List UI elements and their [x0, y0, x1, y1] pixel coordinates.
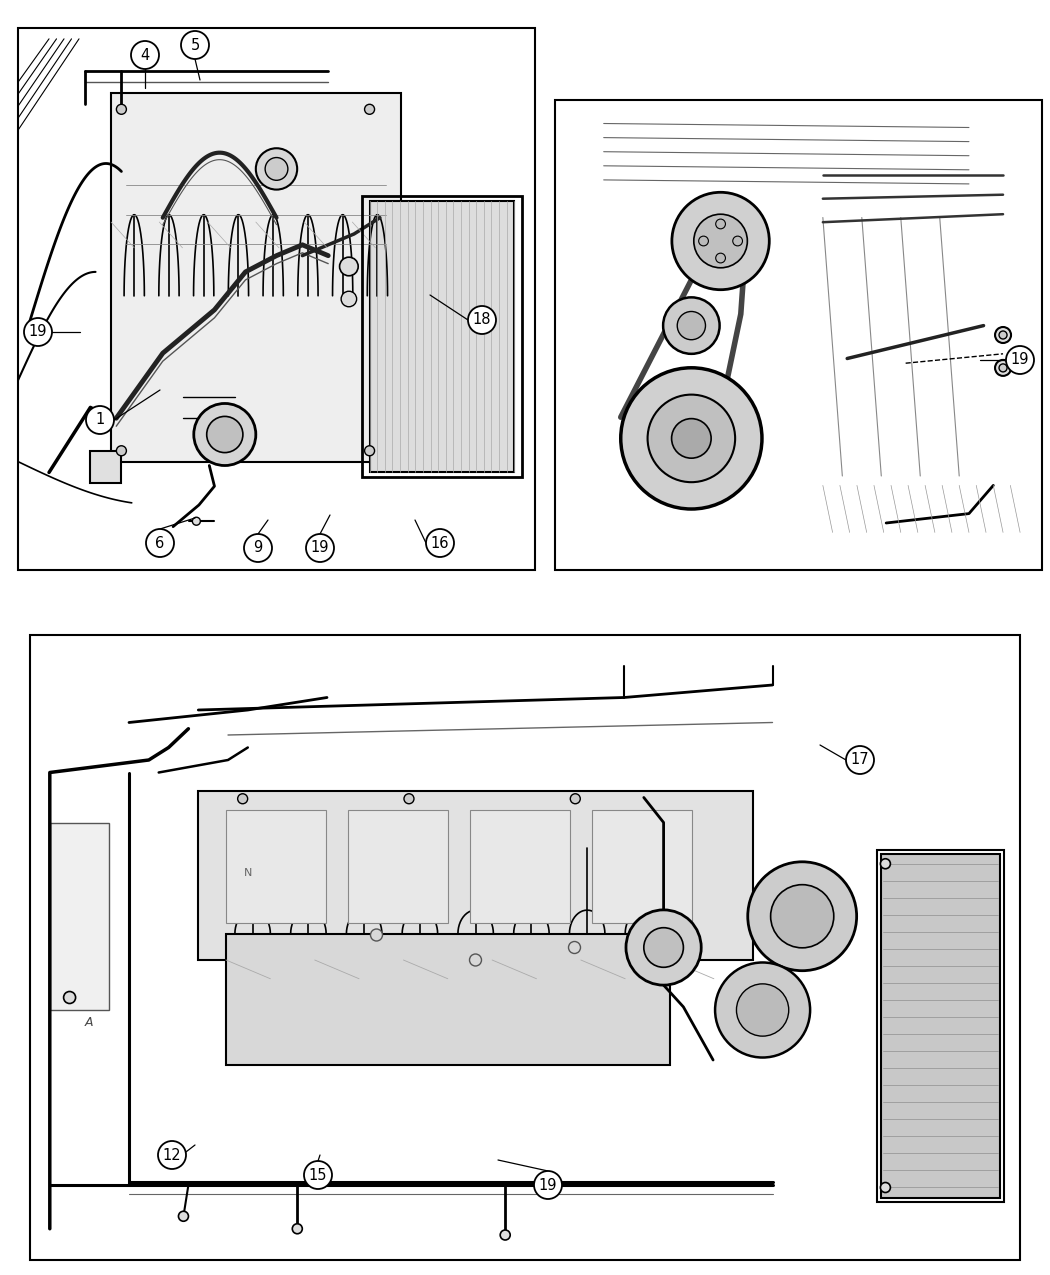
Text: 12: 12 — [163, 1148, 182, 1163]
Circle shape — [748, 862, 857, 970]
Bar — [348, 810, 447, 923]
Circle shape — [64, 992, 76, 1003]
Circle shape — [716, 254, 726, 263]
Circle shape — [621, 367, 762, 509]
Circle shape — [534, 1170, 562, 1198]
Circle shape — [266, 158, 288, 180]
Circle shape — [672, 418, 711, 458]
Text: 4: 4 — [141, 47, 149, 62]
Bar — [226, 810, 326, 923]
Bar — [555, 99, 1042, 570]
Circle shape — [426, 529, 454, 557]
Circle shape — [995, 326, 1011, 343]
Bar — [198, 792, 753, 960]
Circle shape — [694, 214, 748, 268]
Bar — [361, 196, 522, 477]
Text: 6: 6 — [155, 536, 165, 551]
Text: 19: 19 — [311, 541, 330, 556]
Circle shape — [117, 446, 126, 455]
Circle shape — [715, 963, 811, 1057]
Bar — [226, 933, 670, 1065]
Circle shape — [131, 41, 159, 69]
Circle shape — [341, 291, 357, 307]
Circle shape — [371, 929, 382, 941]
Circle shape — [672, 193, 770, 289]
Circle shape — [404, 794, 414, 803]
Circle shape — [880, 859, 890, 868]
Circle shape — [626, 910, 701, 986]
Text: 9: 9 — [253, 541, 262, 556]
Bar — [370, 201, 514, 473]
Bar — [470, 810, 570, 923]
Bar — [111, 93, 401, 462]
Circle shape — [468, 306, 496, 334]
Circle shape — [178, 1211, 188, 1221]
Circle shape — [146, 529, 174, 557]
Text: A: A — [85, 1016, 93, 1029]
Text: 5: 5 — [190, 37, 200, 52]
Text: 18: 18 — [472, 312, 491, 328]
Bar — [30, 635, 1020, 1260]
Circle shape — [771, 885, 834, 947]
Circle shape — [304, 1162, 332, 1190]
Circle shape — [237, 794, 248, 803]
Circle shape — [86, 405, 114, 434]
Circle shape — [194, 403, 256, 465]
Circle shape — [339, 258, 358, 275]
Text: 19: 19 — [1011, 352, 1029, 367]
Text: 19: 19 — [539, 1178, 558, 1192]
Circle shape — [716, 219, 726, 228]
Circle shape — [733, 236, 742, 246]
Circle shape — [644, 928, 684, 968]
Circle shape — [648, 395, 735, 482]
Circle shape — [500, 1230, 510, 1241]
Circle shape — [364, 105, 375, 115]
Text: 16: 16 — [430, 536, 449, 551]
Circle shape — [1006, 346, 1034, 374]
Circle shape — [192, 518, 201, 525]
Text: N: N — [244, 867, 252, 877]
Circle shape — [181, 31, 209, 59]
Circle shape — [664, 297, 719, 354]
Circle shape — [999, 332, 1007, 339]
Bar — [881, 854, 1001, 1197]
Bar — [90, 451, 122, 483]
Circle shape — [256, 148, 297, 190]
Circle shape — [995, 360, 1011, 376]
Bar — [592, 810, 692, 923]
Circle shape — [677, 311, 706, 339]
Text: 15: 15 — [309, 1168, 328, 1182]
Text: 17: 17 — [850, 752, 869, 768]
Circle shape — [469, 954, 482, 966]
Bar — [878, 849, 1004, 1201]
Circle shape — [117, 105, 126, 115]
Circle shape — [292, 1224, 302, 1234]
Circle shape — [244, 534, 272, 562]
Circle shape — [24, 317, 52, 346]
Circle shape — [880, 1182, 890, 1192]
Circle shape — [846, 746, 874, 774]
Circle shape — [698, 236, 709, 246]
Circle shape — [207, 417, 243, 453]
Circle shape — [999, 363, 1007, 372]
Circle shape — [158, 1141, 186, 1169]
Circle shape — [736, 984, 789, 1037]
Text: 1: 1 — [96, 413, 105, 427]
Circle shape — [568, 941, 581, 954]
Text: 19: 19 — [28, 325, 47, 339]
Circle shape — [570, 794, 581, 803]
Circle shape — [364, 446, 375, 455]
Bar — [18, 28, 536, 570]
Bar — [49, 822, 109, 1010]
Circle shape — [306, 534, 334, 562]
